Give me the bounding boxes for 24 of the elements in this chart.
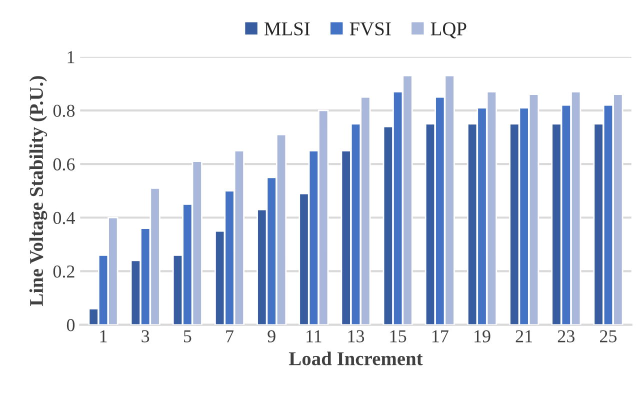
x-tick-label: 17 [432, 330, 448, 342]
legend-label: LQP [430, 22, 466, 38]
y-tick-label: 0.8 [53, 104, 75, 117]
x-tick-label: 9 [268, 330, 276, 342]
x-tick-label: 1 [100, 330, 107, 342]
y-tick-label: 0.2 [53, 265, 74, 278]
x-tick-label: 21 [516, 330, 532, 342]
y-tick-label: 0.6 [53, 158, 75, 171]
x-tick-label: 15 [390, 330, 406, 342]
legend-label: MLSI [264, 22, 310, 36]
y-tick-label: 1 [68, 51, 74, 64]
y-axis-title: Line Voltage Stability (P.U.) [29, 76, 48, 306]
x-tick-label: 7 [226, 330, 234, 342]
x-tick-label: 25 [600, 330, 617, 342]
y-tick-label: 0.4 [53, 212, 75, 224]
x-tick-label: 19 [474, 330, 490, 342]
x-axis-title: Load Increment [289, 352, 423, 366]
x-tick-label: 13 [348, 330, 364, 342]
legend-label: FVSI [350, 22, 391, 36]
x-tick-label: 3 [142, 330, 150, 342]
x-tick-label: 5 [184, 330, 192, 342]
x-tick-label: 23 [558, 330, 574, 342]
y-tick-label: 0 [66, 319, 75, 332]
x-tick-label: 11 [306, 330, 322, 342]
